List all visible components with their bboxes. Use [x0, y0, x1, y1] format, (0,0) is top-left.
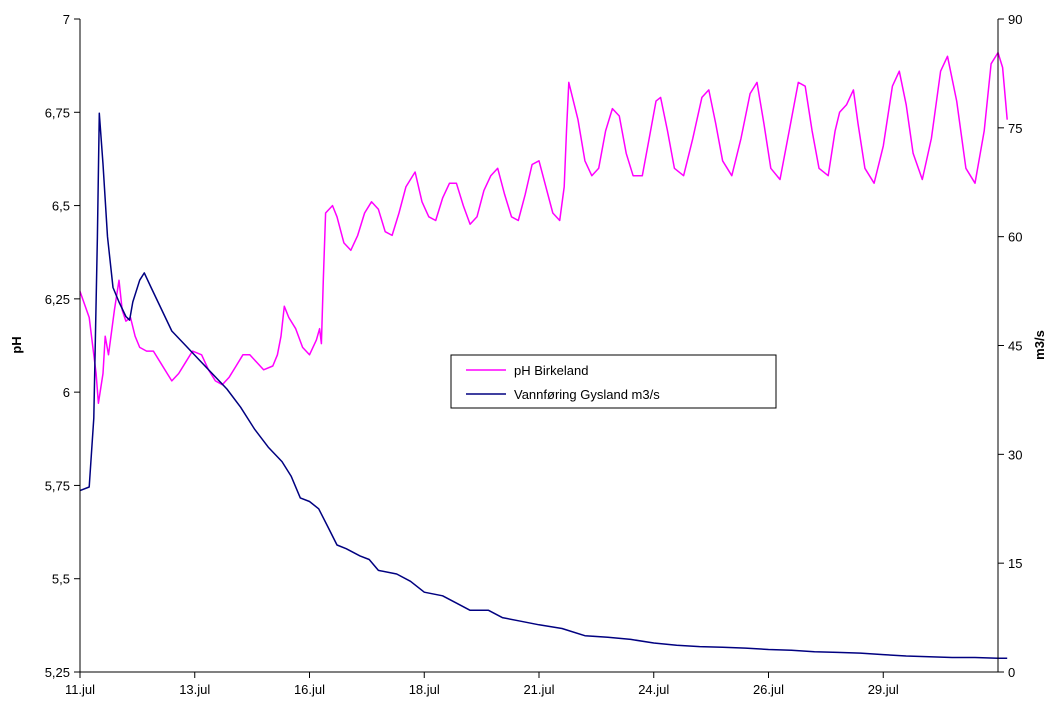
y-tick-label-left: 6 — [63, 385, 70, 400]
y-axis-title-right: m3/s — [1032, 330, 1047, 360]
legend-label-flow: Vannføring Gysland m3/s — [514, 387, 660, 402]
x-tick-label: 16.jul — [294, 682, 325, 697]
y-axis-title-left: pH — [9, 336, 24, 353]
x-tick-label: 26.jul — [753, 682, 784, 697]
x-tick-label: 11.jul — [65, 682, 95, 697]
plot-area — [79, 51, 1008, 659]
axes: 5,25 5,5 5,75 6 6,25 6,5 6,75 7 0 15 30 45 60 75 90 11.… — [45, 12, 1023, 697]
legend-label-ph: pH Birkeland — [514, 363, 588, 378]
legend: pH Birkeland Vannføring Gysland m3/s — [450, 354, 777, 409]
series-line-ph-birkeland — [79, 51, 1008, 405]
y-tick-label-left: 5,5 — [52, 572, 70, 587]
y-tick-label-right: 90 — [1008, 12, 1022, 27]
x-tick-label: 29.jul — [868, 682, 899, 697]
y-tick-label-left: 7 — [63, 12, 70, 27]
y-tick-label-right: 0 — [1008, 665, 1015, 680]
y-tick-label-right: 75 — [1008, 121, 1022, 136]
x-tick-label: 21.jul — [523, 682, 554, 697]
y-tick-label-left: 6,25 — [45, 292, 70, 307]
series-line-vannforing-gysland — [79, 112, 1008, 659]
legend-box — [450, 354, 777, 409]
y-tick-label-left: 6,75 — [45, 105, 70, 120]
x-tick-label: 24.jul — [638, 682, 669, 697]
y-tick-label-right: 30 — [1008, 447, 1022, 462]
x-tick-label: 13.jul — [179, 682, 210, 697]
y-tick-label-right: 45 — [1008, 339, 1022, 354]
x-tick-label: 18.jul — [409, 682, 440, 697]
y-tick-label-right: 60 — [1008, 230, 1022, 245]
y-tick-label-left: 5,75 — [45, 478, 70, 493]
y-tick-label-left: 6,5 — [52, 199, 70, 214]
y-tick-label-right: 15 — [1008, 556, 1022, 571]
y-tick-label-left: 5,25 — [45, 665, 70, 680]
